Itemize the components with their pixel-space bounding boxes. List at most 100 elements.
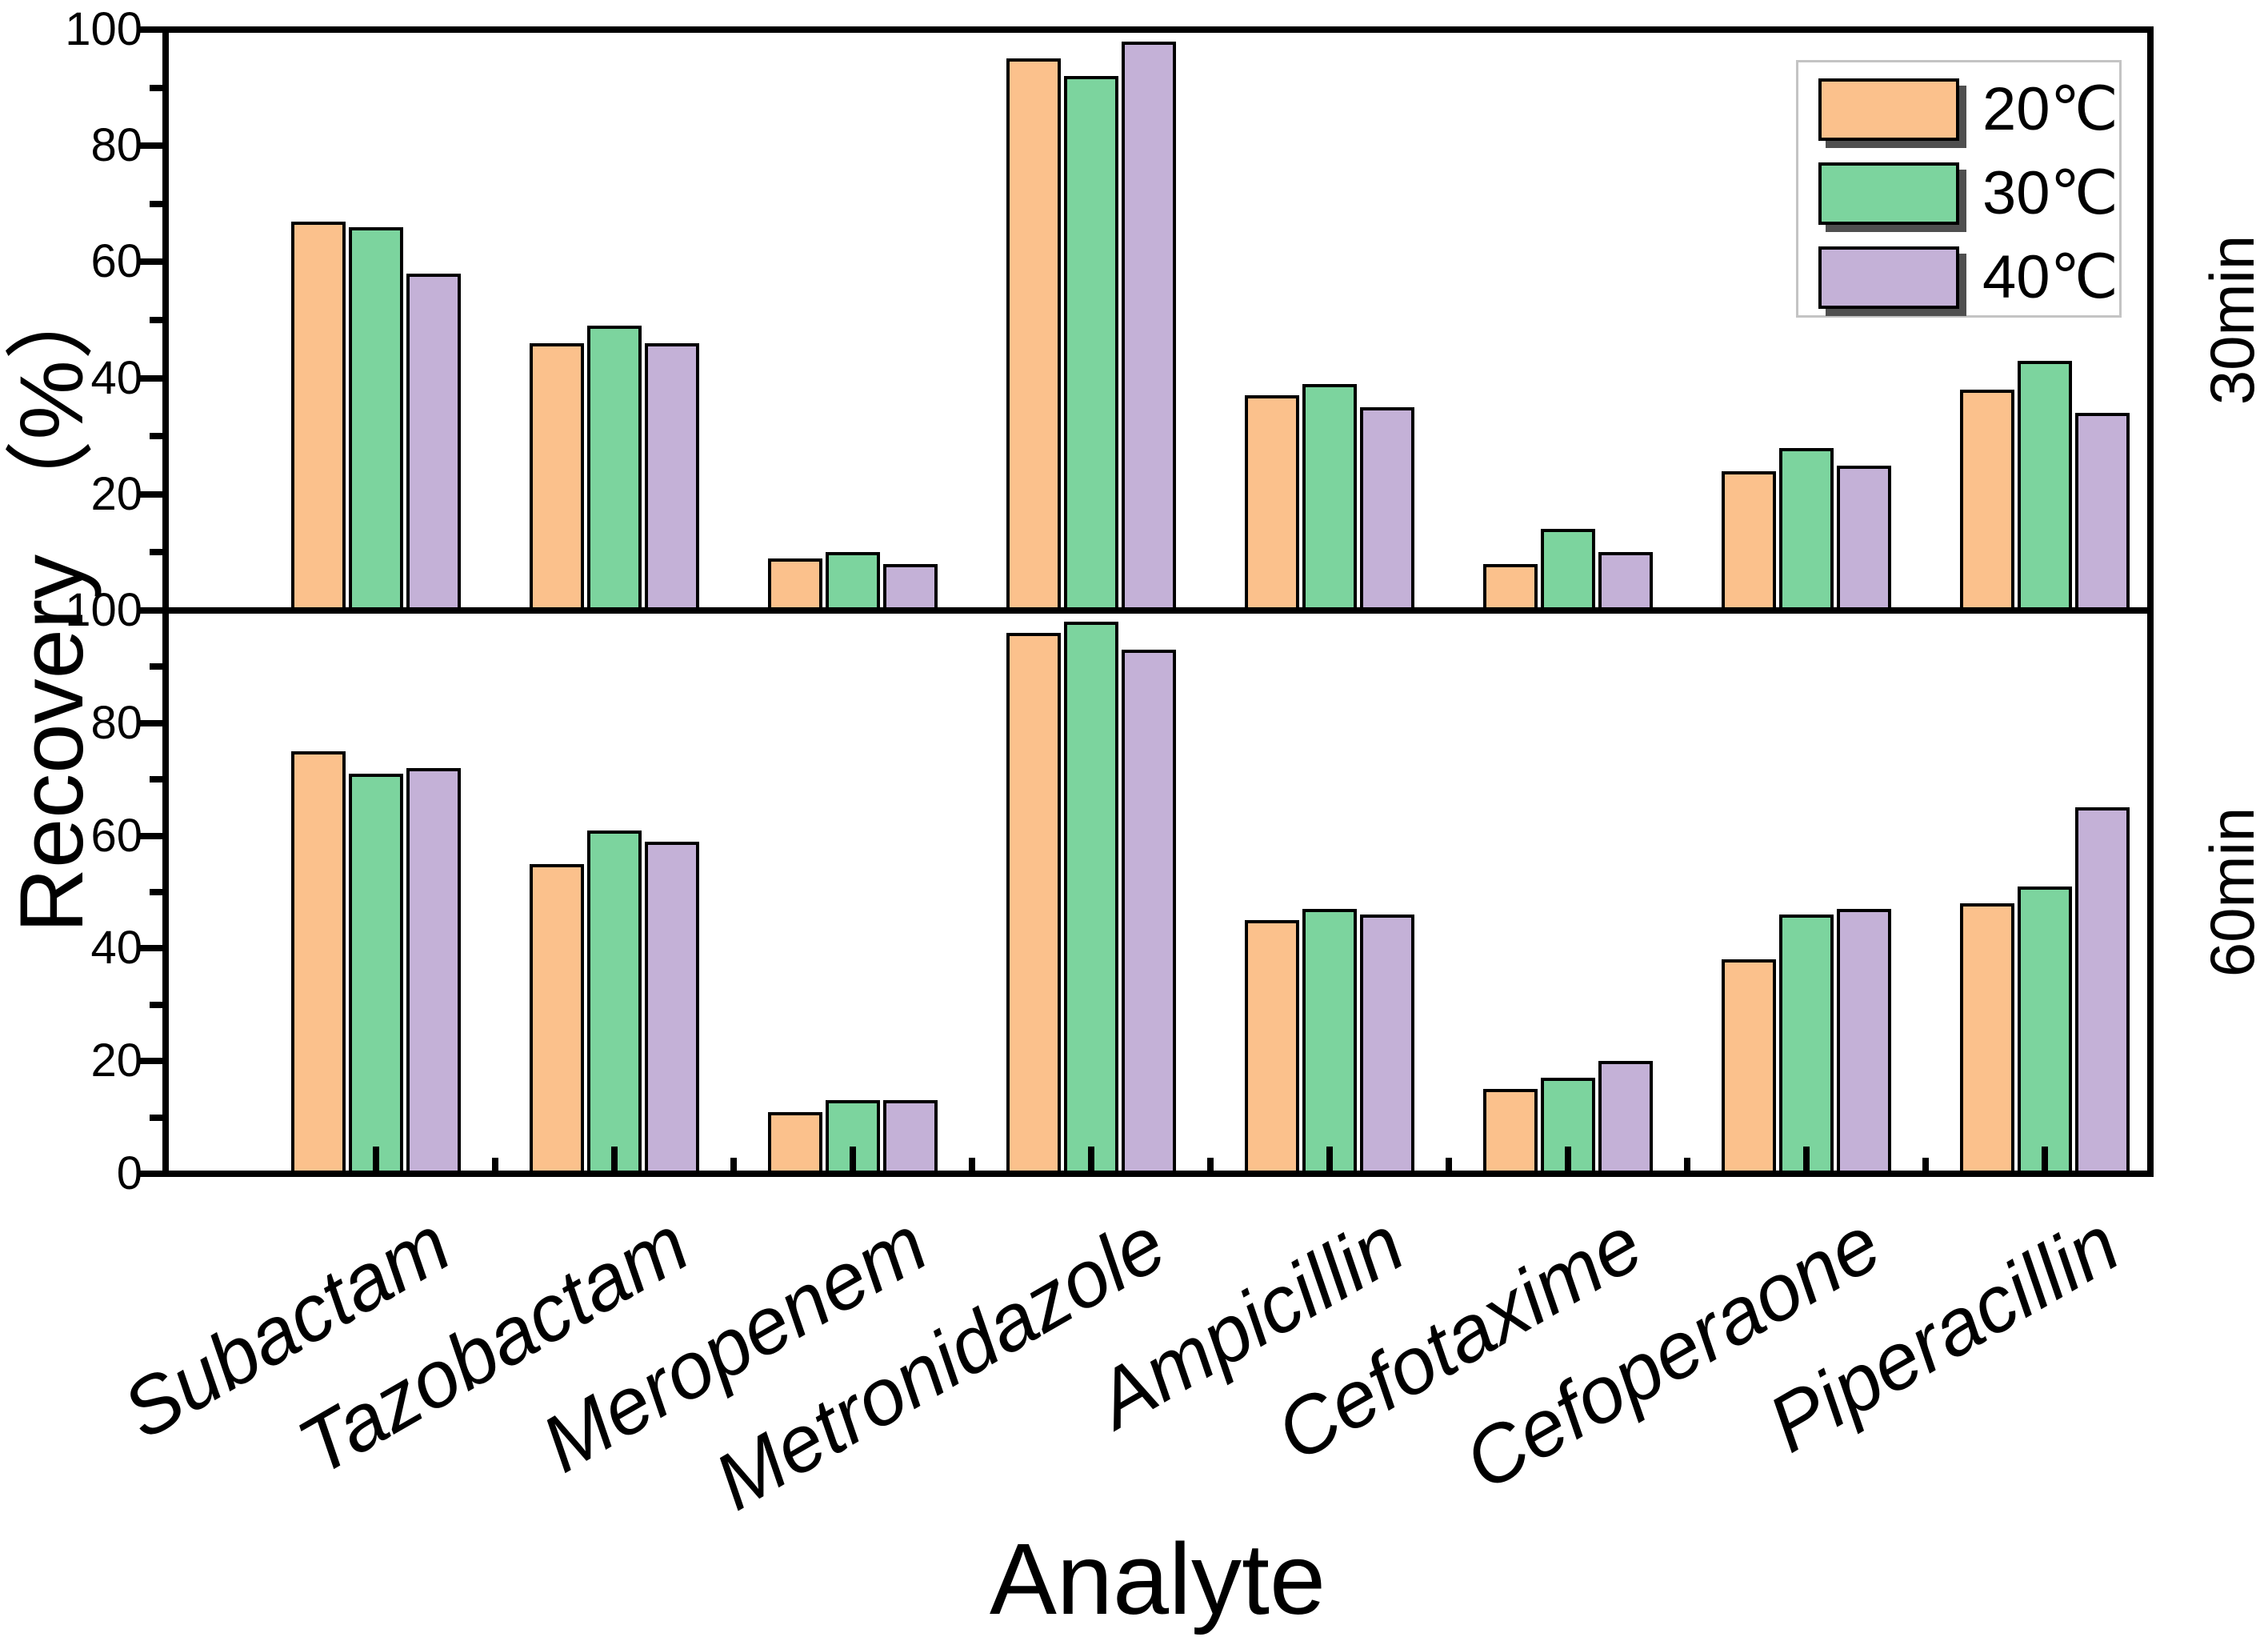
bar-40℃-Cefotaxime — [1598, 1061, 1653, 1174]
bar-20℃-Metronidazole — [1006, 58, 1061, 610]
bar-20℃-Cefotaxime — [1483, 564, 1538, 610]
bar-20℃-Ampicillin — [1245, 920, 1299, 1174]
legend-label-30℃: 30℃ — [1982, 159, 2118, 227]
y-major-tick — [138, 258, 162, 265]
bar-30℃-Cefoperaone — [1779, 448, 1834, 610]
y-axis-title: Recovery （%） — [2, 270, 102, 933]
bar-20℃-Piperacillin — [1960, 903, 2014, 1174]
bar-40℃-Subactam — [406, 274, 461, 610]
x-axis-title: Analyte — [989, 1523, 1326, 1635]
bar-20℃-Tazobactam — [530, 343, 584, 610]
y-major-tick — [138, 833, 162, 839]
bar-20℃-Ampicillin — [1245, 395, 1299, 610]
x-minor-tick — [730, 1158, 737, 1171]
legend-label-20℃: 20℃ — [1982, 75, 2118, 143]
y-major-tick — [138, 720, 162, 726]
bar-20℃-Cefoperaone — [1722, 959, 1776, 1174]
y-tick-label: 0 — [116, 1147, 142, 1199]
bar-20℃-Tazobactam — [530, 864, 584, 1174]
y-tick-label: 80 — [90, 697, 142, 749]
x-minor-tick — [969, 1158, 975, 1171]
bar-30℃-Cefotaxime — [1541, 529, 1595, 610]
y-tick-label: 100 — [65, 3, 142, 55]
x-major-tick — [850, 1147, 856, 1171]
y-minor-tick — [150, 1002, 162, 1008]
y-minor-tick — [150, 776, 162, 782]
axis-line — [162, 26, 169, 1177]
panel-label-30min: 30min — [2197, 234, 2267, 406]
y-minor-tick — [150, 663, 162, 670]
bar-20℃-Metronidazole — [1006, 633, 1061, 1174]
y-tick-label: 20 — [90, 468, 142, 520]
x-minor-tick — [1684, 1158, 1690, 1171]
legend-swatch-20℃ — [1818, 78, 1959, 141]
bar-30℃-Tazobactam — [587, 326, 642, 610]
y-major-tick — [138, 945, 162, 951]
x-minor-tick — [492, 1158, 498, 1171]
x-minor-tick — [1922, 1158, 1929, 1171]
y-tick-label: 60 — [90, 235, 142, 287]
bar-30℃-Subactam — [349, 774, 403, 1174]
x-minor-tick — [1207, 1158, 1214, 1171]
bar-20℃-Piperacillin — [1960, 390, 2014, 610]
legend: 20℃ 30℃ 40℃ — [1796, 60, 2122, 318]
y-major-tick — [138, 142, 162, 149]
bar-30℃-Subactam — [349, 227, 403, 610]
bar-30℃-Piperacillin — [2018, 887, 2072, 1174]
axis-line — [2147, 26, 2154, 1177]
legend-swatch-30℃ — [1818, 162, 1959, 225]
bar-30℃-Meropenem — [826, 552, 880, 610]
x-major-tick — [373, 1147, 379, 1171]
bar-40℃-Tazobactam — [645, 842, 699, 1174]
y-major-tick — [138, 1058, 162, 1064]
y-tick-label: 20 — [90, 1035, 142, 1087]
x-major-tick — [611, 1147, 618, 1171]
x-major-tick — [1803, 1147, 1810, 1171]
bar-30℃-Ampicillin — [1302, 909, 1357, 1174]
x-major-tick — [1326, 1147, 1333, 1171]
y-tick-label: 80 — [90, 119, 142, 171]
bar-40℃-Ampicillin — [1360, 407, 1414, 610]
bar-40℃-Cefoperaone — [1837, 909, 1891, 1174]
y-major-tick — [138, 607, 162, 614]
legend-label-40℃: 40℃ — [1982, 243, 2118, 311]
x-major-tick — [1088, 1147, 1094, 1171]
y-tick-label: 60 — [90, 810, 142, 862]
y-major-tick — [138, 26, 162, 33]
y-major-tick — [138, 491, 162, 498]
bar-30℃-Meropenem — [826, 1100, 880, 1174]
x-minor-tick — [1446, 1158, 1452, 1171]
bar-20℃-Meropenem — [768, 1112, 822, 1174]
bar-40℃-Tazobactam — [645, 343, 699, 610]
x-major-tick — [2042, 1147, 2048, 1171]
bar-40℃-Metronidazole — [1122, 650, 1176, 1174]
y-minor-tick — [150, 889, 162, 895]
bar-30℃-Piperacillin — [2018, 361, 2072, 610]
bar-20℃-Subactam — [291, 751, 346, 1174]
bar-40℃-Subactam — [406, 768, 461, 1174]
bar-40℃-Piperacillin — [2075, 413, 2130, 610]
y-minor-tick — [150, 85, 162, 91]
bar-40℃-Piperacillin — [2075, 807, 2130, 1174]
bar-40℃-Meropenem — [883, 1100, 938, 1174]
y-minor-tick — [150, 433, 162, 439]
y-minor-tick — [150, 201, 162, 207]
x-major-tick — [1565, 1147, 1571, 1171]
y-minor-tick — [150, 317, 162, 323]
legend-swatch-40℃ — [1818, 246, 1959, 309]
axis-line — [162, 26, 2154, 33]
y-major-tick — [138, 1171, 162, 1177]
bar-40℃-Ampicillin — [1360, 915, 1414, 1174]
y-tick-label: 40 — [90, 922, 142, 974]
bar-20℃-Subactam — [291, 222, 346, 610]
bar-30℃-Tazobactam — [587, 831, 642, 1174]
bar-40℃-Cefoperaone — [1837, 466, 1891, 611]
bar-20℃-Meropenem — [768, 558, 822, 610]
y-minor-tick — [150, 1115, 162, 1121]
y-minor-tick — [150, 549, 162, 555]
bar-30℃-Metronidazole — [1064, 622, 1118, 1174]
panel-label-60min: 60min — [2197, 806, 2267, 978]
bar-30℃-Ampicillin — [1302, 384, 1357, 610]
bar-40℃-Meropenem — [883, 564, 938, 610]
